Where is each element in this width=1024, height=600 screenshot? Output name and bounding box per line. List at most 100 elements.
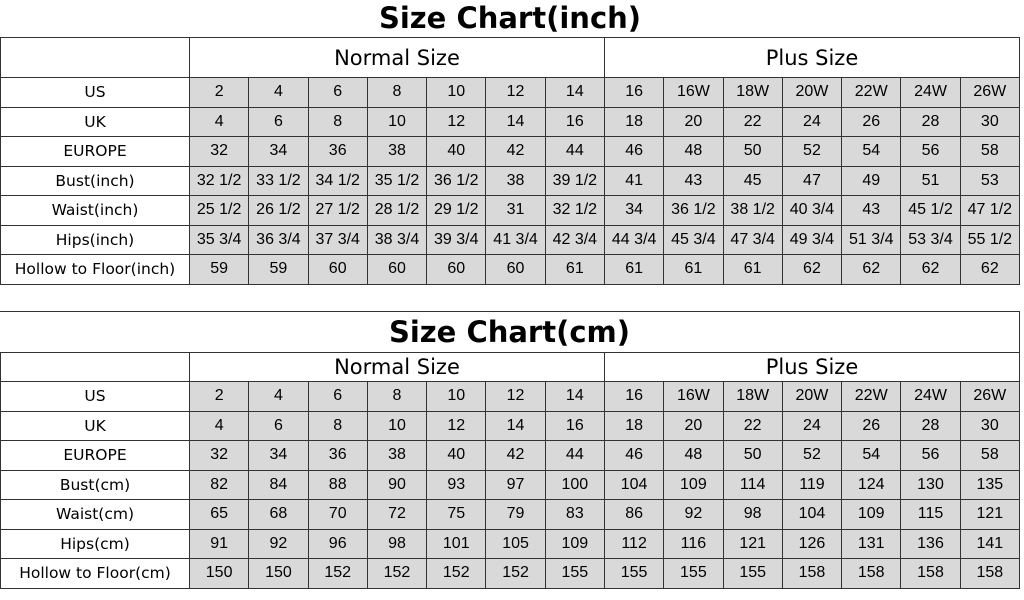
size-value-cell: 33 1/2 — [248, 165, 309, 196]
size-value-cell: 126 — [781, 528, 843, 559]
row-label: Hips(inch) — [0, 224, 190, 255]
size-value-cell: 56 — [900, 440, 961, 471]
size-value-cell: 6 — [248, 106, 309, 137]
size-value-cell: 16 — [544, 106, 605, 137]
size-value-cell: 51 — [900, 165, 961, 196]
size-value-cell: 46 — [603, 440, 665, 471]
size-value-cell: 40 — [426, 440, 487, 471]
size-value-cell: 39 3/4 — [426, 224, 487, 255]
size-value-cell: 24 — [781, 410, 843, 441]
size-value-cell: 150 — [248, 558, 309, 589]
size-value-cell: 10 — [366, 106, 428, 137]
size-value-cell: 82 — [188, 469, 250, 500]
size-value-cell: 97 — [485, 469, 546, 500]
size-value-cell: 158 — [900, 558, 961, 589]
size-value-cell: 121 — [722, 528, 783, 559]
table-row: Waist(cm) 65 68 70 72 75 79 83 86 92 98 104 109 115 12… — [0, 499, 1021, 530]
size-value-cell: 136 — [900, 528, 961, 559]
size-value-cell: 16 — [603, 77, 665, 108]
size-value-cell: 36 — [307, 136, 368, 167]
size-value-cell: 24W — [900, 77, 961, 108]
size-value-cell: 18 — [603, 410, 665, 441]
size-value-cell: 28 1/2 — [366, 195, 428, 226]
size-value-cell: 59 — [248, 254, 309, 285]
size-value-cell: 109 — [841, 499, 902, 530]
size-value-cell: 50 — [722, 440, 783, 471]
size-value-cell: 65 — [188, 499, 250, 530]
table-row: Hollow to Floor(inch) 59 59 60 60 60 60 61 61 61 6… — [0, 254, 1021, 285]
empty-corner-cell — [0, 37, 190, 78]
size-value-cell: 79 — [485, 499, 546, 530]
table-row: UK 4 6 8 10 12 14 16 18 20 22 24 26 28 30 — [0, 410, 1021, 441]
size-value-cell: 60 — [485, 254, 546, 285]
size-value-cell: 92 — [663, 499, 724, 530]
size-value-cell: 40 — [426, 136, 487, 167]
size-value-cell: 32 1/2 — [188, 165, 250, 196]
size-value-cell: 22W — [841, 381, 902, 412]
empty-corner-cell — [0, 352, 190, 382]
size-value-cell: 6 — [307, 381, 368, 412]
size-value-cell: 44 — [544, 440, 605, 471]
size-value-cell: 62 — [959, 254, 1021, 285]
size-value-cell: 38 1/2 — [722, 195, 783, 226]
size-value-cell: 62 — [841, 254, 902, 285]
size-value-cell: 45 — [722, 165, 783, 196]
size-value-cell: 91 — [188, 528, 250, 559]
size-value-cell: 114 — [722, 469, 783, 500]
size-value-cell: 50 — [722, 136, 783, 167]
size-value-cell: 22W — [841, 77, 902, 108]
size-value-cell: 12 — [426, 106, 487, 137]
size-value-cell: 24W — [900, 381, 961, 412]
size-value-cell: 121 — [959, 499, 1021, 530]
size-value-cell: 26 1/2 — [248, 195, 309, 226]
size-value-cell: 26W — [959, 77, 1021, 108]
size-value-cell: 31 — [485, 195, 546, 226]
table-row: US 2 4 6 8 10 12 14 16 16W 18W 20W 22W 24W 26W — [0, 381, 1021, 412]
size-value-cell: 98 — [722, 499, 783, 530]
size-value-cell: 20W — [781, 77, 843, 108]
size-value-cell: 6 — [307, 77, 368, 108]
size-value-cell: 38 3/4 — [366, 224, 428, 255]
size-value-cell: 155 — [663, 558, 724, 589]
size-value-cell: 58 — [959, 440, 1021, 471]
size-value-cell: 141 — [959, 528, 1021, 559]
size-value-cell: 18W — [722, 77, 783, 108]
size-value-cell: 34 — [248, 440, 309, 471]
size-value-cell: 116 — [663, 528, 724, 559]
size-value-cell: 93 — [426, 469, 487, 500]
size-value-cell: 8 — [366, 77, 428, 108]
size-value-cell: 38 — [366, 136, 428, 167]
size-value-cell: 68 — [248, 499, 309, 530]
size-value-cell: 37 3/4 — [307, 224, 368, 255]
size-value-cell: 131 — [841, 528, 902, 559]
size-value-cell: 155 — [544, 558, 605, 589]
size-value-cell: 53 3/4 — [900, 224, 961, 255]
row-label: Hollow to Floor(inch) — [0, 254, 190, 285]
size-value-cell: 61 — [544, 254, 605, 285]
size-value-cell: 10 — [426, 77, 487, 108]
size-value-cell: 83 — [544, 499, 605, 530]
row-label: Bust(inch) — [0, 165, 190, 196]
group-header-row: Normal Size Plus Size — [0, 352, 1021, 382]
size-value-cell: 8 — [307, 106, 368, 137]
size-value-cell: 152 — [366, 558, 428, 589]
size-value-cell: 56 — [900, 136, 961, 167]
size-value-cell: 39 1/2 — [544, 165, 605, 196]
size-value-cell: 36 1/2 — [663, 195, 724, 226]
size-value-cell: 32 1/2 — [544, 195, 605, 226]
size-chart-inch-title: Size Chart(inch) — [378, 1, 642, 35]
size-value-cell: 60 — [307, 254, 368, 285]
size-value-cell: 32 — [188, 136, 250, 167]
size-value-cell: 30 — [959, 410, 1021, 441]
row-label: US — [0, 77, 190, 108]
size-value-cell: 90 — [366, 469, 428, 500]
row-label: UK — [0, 106, 190, 137]
size-value-cell: 101 — [426, 528, 487, 559]
size-value-cell: 72 — [366, 499, 428, 530]
size-value-cell: 18 — [603, 106, 665, 137]
normal-size-header: Normal Size — [189, 352, 605, 382]
size-value-cell: 60 — [426, 254, 487, 285]
row-label: Waist(inch) — [0, 195, 190, 226]
size-value-cell: 35 3/4 — [188, 224, 250, 255]
plus-size-header: Plus Size — [603, 37, 1021, 78]
